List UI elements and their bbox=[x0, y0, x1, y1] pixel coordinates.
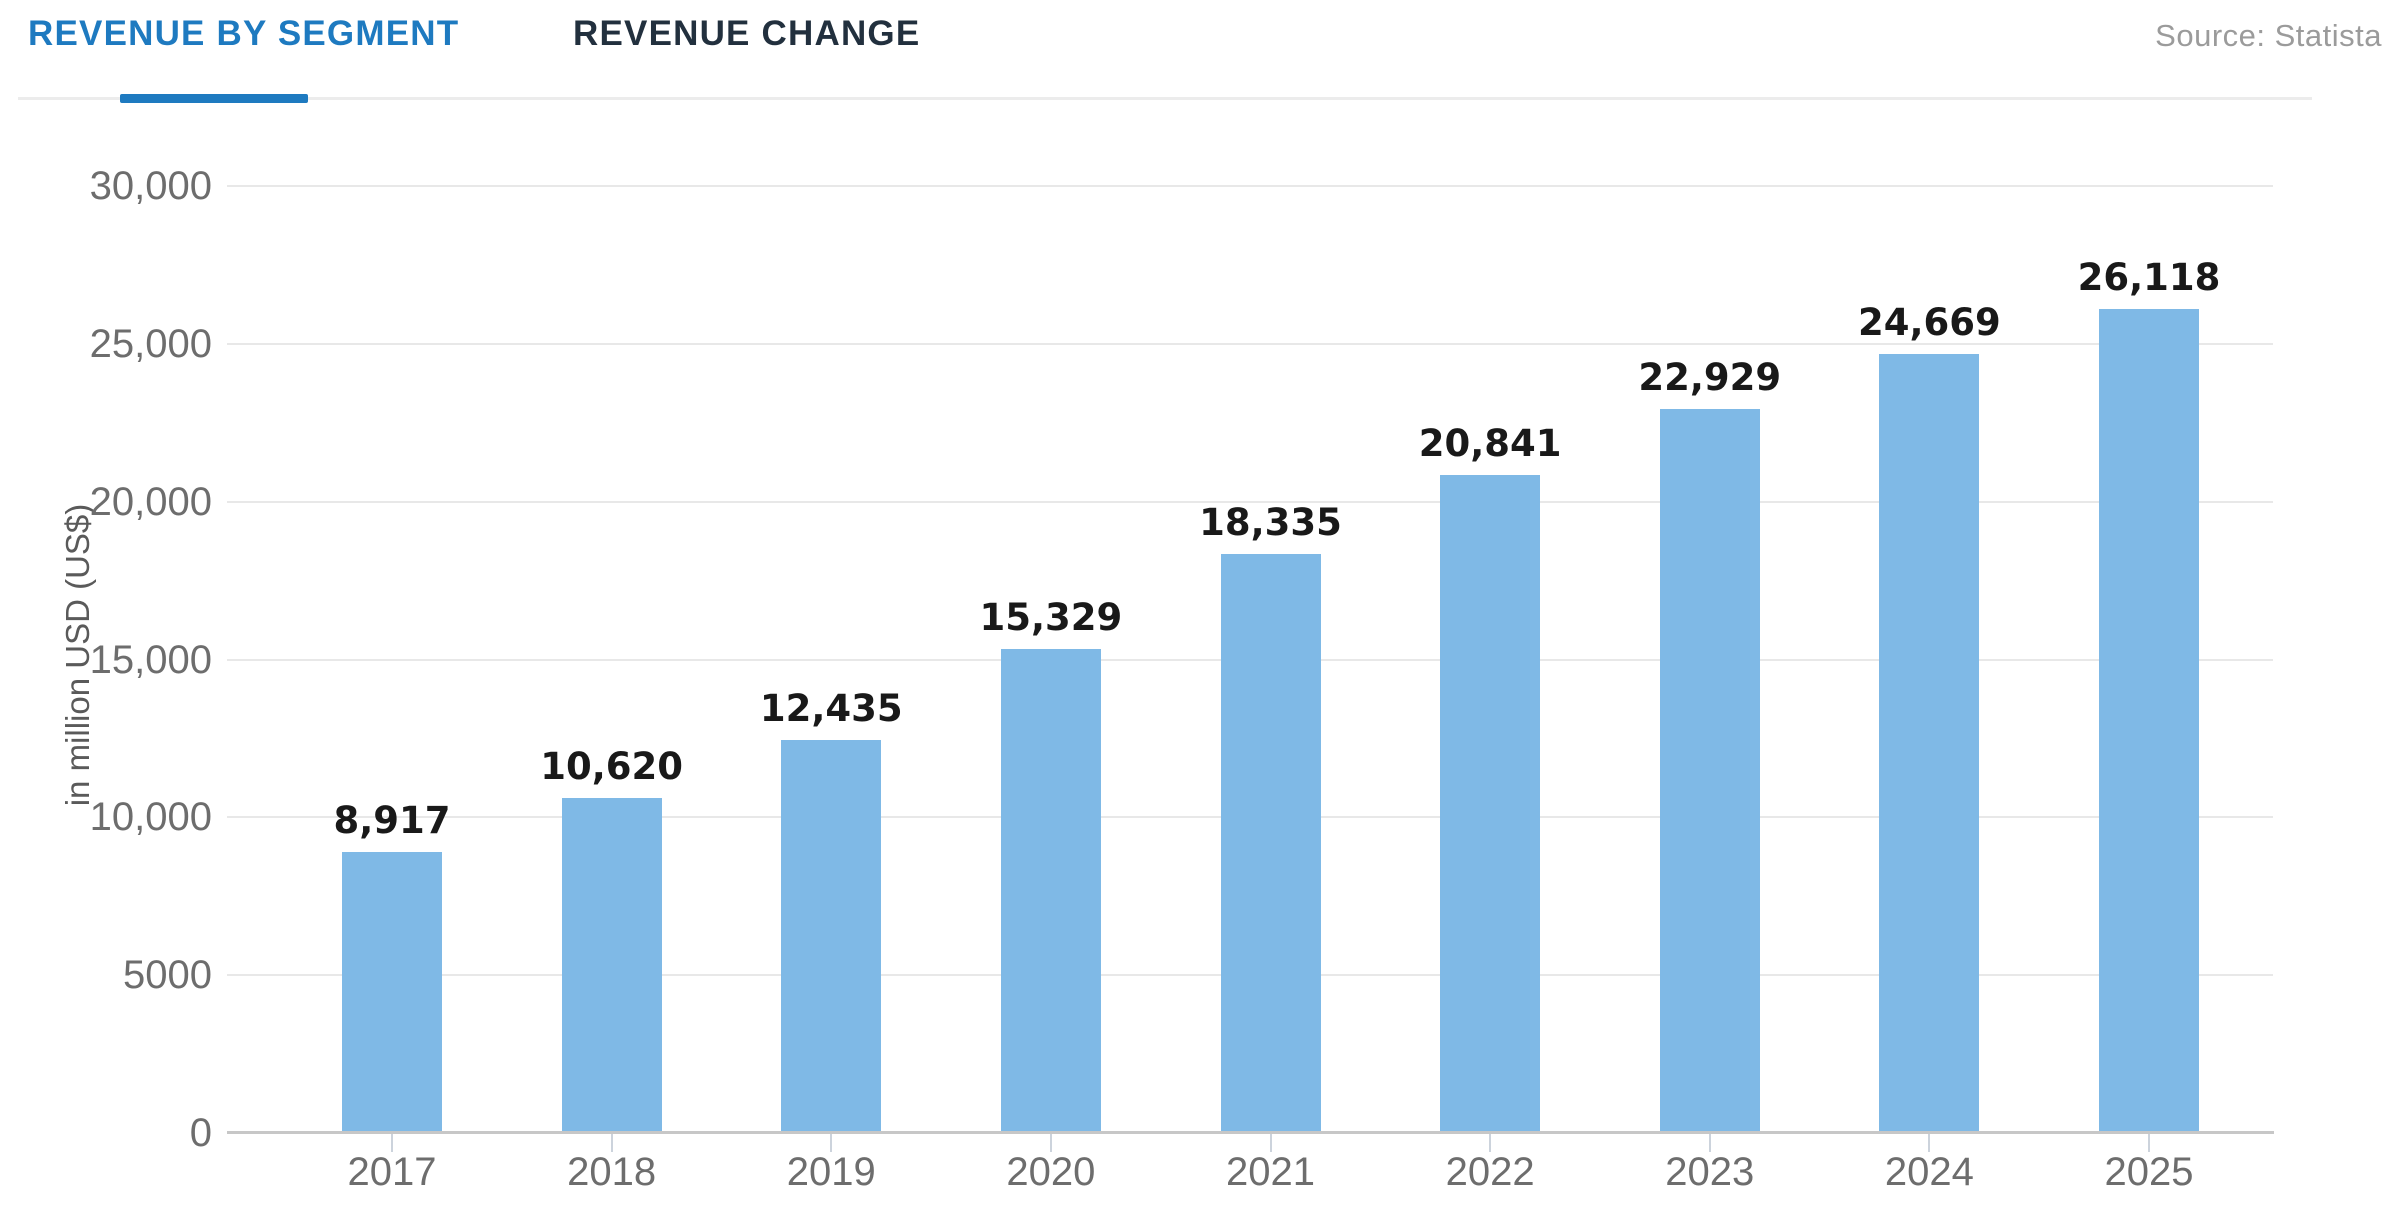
x-tick-mark bbox=[1708, 1134, 1711, 1152]
bar-value-label: 10,620 bbox=[540, 744, 684, 788]
x-tick-label: 2023 bbox=[1665, 1150, 1755, 1194]
bar-value-label: 24,669 bbox=[1857, 301, 2001, 345]
tab-revenue-by-segment[interactable]: REVENUE BY SEGMENT bbox=[28, 14, 459, 54]
y-tick-label: 15,000 bbox=[89, 637, 212, 682]
bar-value-label: 12,435 bbox=[759, 687, 903, 731]
x-tick-label: 2017 bbox=[347, 1150, 437, 1194]
bar-2022[interactable] bbox=[1440, 475, 1541, 1131]
x-tick-label: 2019 bbox=[786, 1150, 876, 1194]
bar-value-label: 26,118 bbox=[2077, 255, 2221, 299]
gridline-30000 bbox=[227, 185, 2273, 187]
gridline-25000 bbox=[227, 342, 2273, 345]
bar-value-label: 8,917 bbox=[333, 798, 451, 842]
x-tick-mark bbox=[1269, 1134, 1272, 1152]
x-tick-label: 2022 bbox=[1445, 1150, 1535, 1194]
x-tick-mark bbox=[610, 1134, 613, 1152]
y-tick-label: 10,000 bbox=[89, 795, 212, 840]
bar-value-label: 22,929 bbox=[1638, 356, 1782, 400]
tab-revenue-change[interactable]: REVENUE CHANGE bbox=[573, 14, 920, 54]
tab-revenue-by-segment-label: REVENUE BY SEGMENT bbox=[28, 14, 460, 53]
x-tick-label: 2025 bbox=[2104, 1150, 2194, 1194]
tab-revenue-change-label: REVENUE CHANGE bbox=[573, 14, 921, 53]
bar-2017[interactable] bbox=[342, 851, 442, 1131]
y-tick-label: 20,000 bbox=[89, 479, 212, 524]
x-tick-mark bbox=[1489, 1134, 1492, 1152]
x-tick-mark bbox=[391, 1134, 393, 1152]
tabs-divider bbox=[18, 97, 2312, 100]
x-tick-label: 2018 bbox=[567, 1150, 657, 1194]
bar-2019[interactable] bbox=[781, 740, 882, 1131]
x-tick-label: 2021 bbox=[1226, 1150, 1315, 1194]
y-tick-label: 25,000 bbox=[89, 321, 212, 366]
x-tick-mark bbox=[1928, 1134, 1931, 1152]
x-tick-label: 2020 bbox=[1006, 1150, 1096, 1194]
bar-value-label: 15,329 bbox=[979, 596, 1123, 640]
bar-value-label: 20,841 bbox=[1418, 422, 1562, 466]
y-tick-label: 0 bbox=[189, 1111, 212, 1155]
active-tab-underline bbox=[120, 94, 308, 103]
bar-2018[interactable] bbox=[561, 797, 662, 1131]
bar-2021[interactable] bbox=[1220, 554, 1321, 1131]
x-tick-mark bbox=[2148, 1134, 2150, 1152]
bar-2024[interactable] bbox=[1879, 354, 1980, 1131]
gridline-20000 bbox=[227, 500, 2273, 503]
y-tick-label: 5000 bbox=[123, 953, 212, 998]
bar-value-label: 18,335 bbox=[1199, 501, 1342, 545]
bar-2020[interactable] bbox=[1000, 649, 1101, 1131]
x-tick-mark bbox=[1049, 1134, 1052, 1152]
y-tick-label: 30,000 bbox=[89, 164, 212, 208]
x-tick-label: 2024 bbox=[1884, 1150, 1974, 1194]
source-attribution: Source: Statista bbox=[2155, 18, 2382, 53]
x-tick-mark bbox=[830, 1134, 833, 1152]
bar-2025[interactable] bbox=[2099, 308, 2199, 1131]
x-axis-line bbox=[227, 1131, 2274, 1134]
bar-2023[interactable] bbox=[1659, 409, 1760, 1131]
